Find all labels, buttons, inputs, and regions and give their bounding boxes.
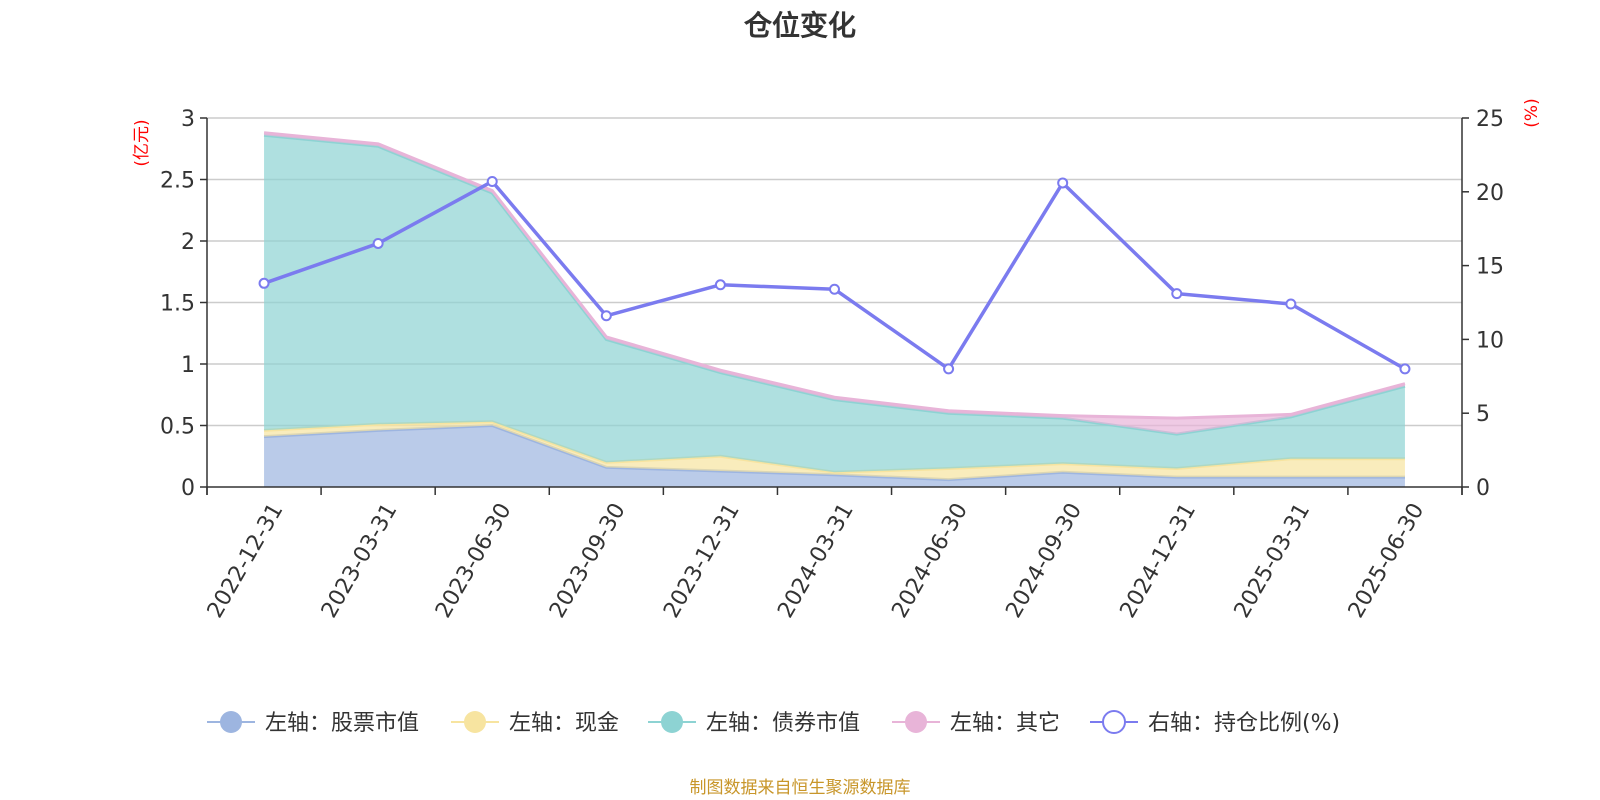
left-tick-label: 3 (181, 107, 195, 132)
ratio-point[interactable] (600, 310, 612, 322)
left-tick-label: 1 (181, 353, 195, 378)
x-tick-label: 2023-09-30 (545, 499, 631, 622)
x-tick-label: 2025-03-31 (1230, 499, 1316, 622)
legend-item[interactable]: 左轴：其它 (892, 711, 1060, 736)
left-axis-unit: (亿元) (132, 119, 152, 166)
ratio-line-layer (258, 175, 1411, 375)
x-tick-label: 2023-03-31 (317, 499, 403, 622)
legend-marker (464, 711, 486, 733)
legend-marker (905, 711, 927, 733)
legend-item[interactable]: 左轴：债券市值 (648, 711, 860, 736)
right-tick-label: 5 (1476, 402, 1490, 427)
legend-marker (661, 711, 683, 733)
x-tick-label: 2024-12-31 (1116, 499, 1202, 622)
left-tick-label: 2 (181, 230, 195, 255)
x-tick-label: 2024-09-30 (1001, 499, 1087, 622)
left-tick-label: 2.5 (160, 169, 195, 194)
x-tick-label: 2024-03-31 (773, 499, 859, 622)
ratio-point[interactable] (1399, 363, 1411, 375)
legend-item[interactable]: 左轴：现金 (451, 711, 619, 736)
legend-label: 左轴：债券市值 (706, 711, 860, 736)
ratio-point[interactable] (1171, 288, 1183, 300)
left-tick-label: 1.5 (160, 292, 195, 317)
legend: 左轴：股票市值 左轴：现金 左轴：债券市值 左轴：其它 右轴：持仓比例(%) (207, 710, 1340, 736)
x-tick-label: 2022-12-31 (203, 499, 289, 622)
legend-item[interactable]: 右轴：持仓比例(%) (1090, 710, 1340, 736)
stacked-areas (263, 131, 1406, 487)
x-tick-label: 2023-12-31 (659, 499, 745, 622)
legend-label: 左轴：其它 (950, 711, 1060, 736)
area-左轴：股票市值 (264, 425, 1405, 487)
data-source-note: 制图数据来自恒生聚源数据库 (689, 778, 911, 798)
legend-marker (220, 711, 242, 733)
ratio-point[interactable] (486, 175, 498, 187)
chart-title: 仓位变化 (743, 9, 856, 42)
right-tick-label: 0 (1476, 476, 1490, 501)
right-tick-label: 15 (1476, 255, 1504, 280)
right-tick-label: 20 (1476, 181, 1504, 206)
legend-marker (1102, 710, 1126, 734)
ratio-point[interactable] (372, 237, 384, 249)
x-tick-label: 2023-06-30 (431, 499, 517, 622)
ratio-point[interactable] (258, 277, 270, 289)
legend-label: 右轴：持仓比例(%) (1148, 711, 1340, 736)
ratio-point[interactable] (943, 363, 955, 375)
ratio-point[interactable] (1057, 177, 1069, 189)
area-左轴：现金 (264, 421, 1405, 480)
x-tick-label: 2024-06-30 (887, 499, 973, 622)
right-tick-label: 10 (1476, 328, 1504, 353)
x-tick-label: 2025-06-30 (1344, 499, 1430, 622)
legend-item[interactable]: 左轴：股票市值 (207, 711, 419, 736)
ratio-point[interactable] (829, 283, 840, 295)
area-edge-左轴：其它 (263, 131, 1406, 420)
left-tick-label: 0.5 (160, 415, 195, 440)
area-左轴：债券市值 (264, 135, 1405, 473)
right-tick-label: 25 (1476, 107, 1504, 132)
left-tick-label: 0 (181, 476, 195, 501)
ratio-point[interactable] (714, 279, 726, 291)
right-axis-unit: (%) (1522, 98, 1542, 127)
legend-label: 左轴：现金 (509, 711, 619, 736)
legend-label: 左轴：股票市值 (265, 711, 419, 736)
ratio-point[interactable] (1285, 298, 1297, 310)
